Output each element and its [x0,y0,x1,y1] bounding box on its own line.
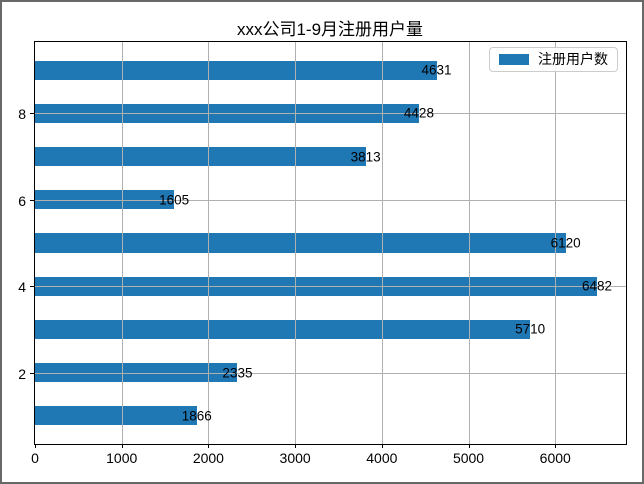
y-gridline [35,286,626,288]
y-gridline [35,372,626,374]
bar [35,190,175,210]
bar-labels-layer: 1866 2335 5710 6482 6120 1605 3813 4428 4631 [35,42,626,444]
bar-value-label: 6120 [550,235,581,251]
y-gridline [35,199,626,201]
bar [35,233,566,253]
grid-layer [35,42,626,444]
x-tick-label: 0 [31,450,39,466]
bar-value-label: 1866 [181,408,212,424]
legend-swatch-icon [499,54,529,66]
x-gridline [208,42,210,444]
bar [35,319,531,339]
y-tick-mark [30,113,34,115]
y-tick-mark [30,372,34,374]
bar [35,363,238,383]
bar-value-label: 1605 [159,192,190,208]
bar [35,60,437,80]
bar [35,406,197,426]
legend: 注册用户数 [489,47,618,73]
y-tick-mark [30,199,34,201]
bar [35,147,366,167]
y-tick-label: 6 [18,192,26,209]
x-tick-label: 3000 [279,450,311,466]
bar-value-label: 5710 [515,321,546,337]
x-tick-mark [555,444,557,448]
bar-value-label: 4428 [403,105,434,121]
x-gridline [468,42,470,444]
chart-title: xxx公司1-9月注册用户量 [236,20,424,39]
y-tick-label: 8 [18,106,26,123]
x-tick-mark [295,444,297,448]
y-gridline [35,113,626,115]
bar-value-label: 6482 [582,278,613,294]
bar-value-label: 4631 [421,62,452,78]
x-tick-label: 1000 [106,450,138,466]
x-tick-mark [208,444,210,448]
bar-value-label: 2335 [222,364,253,380]
legend-label: 注册用户数 [538,51,608,67]
y-tick-label: 2 [18,365,26,382]
bar [35,276,598,296]
bars-layer [35,42,626,444]
y-tick-label: 4 [18,279,26,296]
x-tick-label: 4000 [366,450,398,466]
plot-area: 1866 2335 5710 6482 6120 1605 3813 4428 4631 注册用… [18,41,627,465]
x-gridline [555,42,557,444]
x-gridline [381,42,383,444]
x-tick-mark [35,444,36,448]
x-tick-mark [468,444,470,448]
x-tick-label: 6000 [539,450,571,466]
x-gridline [121,42,123,444]
x-tick-label: 5000 [452,450,485,466]
y-tick-mark [30,286,34,288]
x-tick-mark [121,444,123,448]
x-gridline [295,42,297,444]
x-tick-mark [381,444,383,448]
bar-value-label: 3813 [350,148,381,164]
x-tick-label: 2000 [192,450,224,466]
